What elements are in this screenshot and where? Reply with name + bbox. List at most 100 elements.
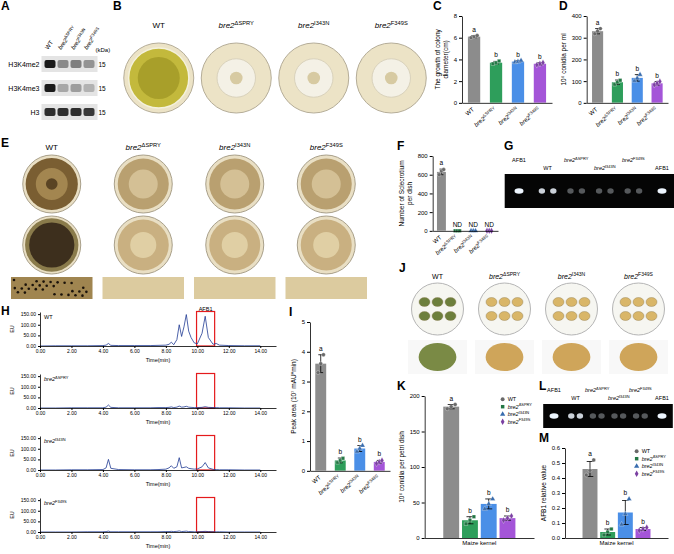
tick: 10.00 [192,470,205,478]
tick: 150.00 [21,435,40,441]
tick-label: 14.00 [255,348,268,354]
axis-line [433,231,498,232]
bars [443,405,515,538]
colony [312,170,341,199]
tick-label: 2.00 [67,348,77,354]
significance-label: b [516,51,520,58]
bars [468,36,546,103]
tick: 100 [410,464,425,470]
traces [40,405,260,408]
sclerotium [82,286,85,289]
axis: Maize kernel [566,539,669,547]
legend-symbol [500,411,505,416]
panel-label: K [397,379,406,393]
points [437,168,493,234]
tick-mark [38,449,40,450]
tick-label: 14.00 [255,472,268,478]
data-point [322,353,326,357]
tick-label: 6 [454,35,458,41]
tick: 150.00 [21,373,40,379]
tlc-spot [567,188,573,194]
bar-chart: K10⁶ conidia per petri dishabbb050100150… [397,379,535,546]
tick: 8 [454,13,462,19]
tick-label: 14.00 [255,534,268,540]
kernel [486,343,524,371]
trace-label: bre2F349S [44,499,67,506]
lane-label: bre2I343N [594,164,616,171]
significance-label: b [624,489,628,496]
significance-label: b [641,518,645,525]
sclerotium [38,284,41,287]
axis-line [463,103,553,104]
sclerotium [20,287,23,290]
tlc-spot [611,413,617,419]
plate [297,155,355,213]
tick: 14.00 [255,532,268,540]
tick-label: 50.00 [23,394,36,400]
tick-mark [38,511,40,512]
tick-label: 0.6 [552,445,561,451]
tick-label: 8.00 [161,472,171,478]
tick: 0 [416,535,424,541]
tick-label: 0.00 [36,534,46,540]
tick-label: 200 [418,210,429,216]
bar [443,407,459,538]
legend-symbol [635,449,639,453]
tick-label: 0.00 [36,410,46,416]
tick: 4 [454,57,462,63]
axis-line [41,470,277,471]
tick-mark [422,467,425,468]
axis-title: EU [9,325,15,333]
blot-band [58,108,69,116]
axis-line [587,103,668,104]
bar-chart: IPeak area (10⁷ mAU*min)abbb012345WTbre2… [289,305,391,496]
panel-label: E [1,136,9,150]
panel-label: D [559,0,568,13]
tick-label: bre2F349S [467,233,491,255]
tick: 2.00 [67,470,77,478]
legend-entry: bre2F349S [501,417,531,425]
tick: 50.00 [23,518,40,524]
line-chart: bre2ΔSPRY0.0050.00100.00150.000.002.004.… [9,373,277,425]
plate [412,283,464,335]
legend-entry: bre2F349S [635,469,665,477]
tick-label: 150.00 [21,373,37,379]
blot-band [45,60,56,68]
tick-mark [38,387,40,388]
line-chart: bre2F349S0.0050.00100.00150.000.002.004.… [9,497,277,549]
kernel [419,312,430,321]
sclerotium [67,294,70,297]
close-up [609,340,668,374]
lane-label: AFB1 [655,165,669,171]
axis-title: EU [9,511,15,519]
trace [40,405,260,408]
lane-label: bre2ΔSPRY [489,271,521,280]
kernel [646,298,657,307]
tick-label: 600 [418,172,429,178]
kernel [553,298,564,307]
significance-label: a [588,450,592,457]
tick: 0 [302,468,310,474]
legend-symbol [634,463,639,468]
colony [209,158,260,209]
tick: 600 [418,172,433,178]
traces [40,531,260,532]
sclerotium [56,281,59,284]
lane-label: bre2F349S [310,142,343,152]
tick-label: 0.0 [552,535,561,541]
lane-label: bre2I343N [298,20,329,30]
tick: 0.3 [552,490,565,496]
tick-label: bre2F349S [357,473,381,495]
close-up [286,277,368,299]
tick-label: 4.00 [99,534,109,540]
tick-label: 1 [302,438,306,444]
tick-label: bre2F349S [635,105,659,127]
tick-mark [38,376,40,377]
tick: Maize kernel [599,540,633,546]
tick-mark [562,523,565,524]
tick-mark [307,471,310,472]
tick-label: WT [588,106,599,117]
tick: 2 [302,409,310,415]
axis: Maize kernel [425,539,534,547]
tick-label: 6.00 [130,410,140,416]
